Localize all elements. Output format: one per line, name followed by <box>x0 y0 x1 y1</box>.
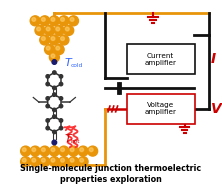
Circle shape <box>53 71 56 74</box>
Circle shape <box>70 148 74 152</box>
Circle shape <box>51 37 55 40</box>
Circle shape <box>40 16 50 26</box>
Circle shape <box>22 148 26 152</box>
Text: V: V <box>210 102 221 116</box>
Circle shape <box>46 126 50 130</box>
Circle shape <box>53 93 56 96</box>
FancyBboxPatch shape <box>127 44 195 74</box>
Circle shape <box>61 158 64 162</box>
Circle shape <box>46 119 50 122</box>
Circle shape <box>49 35 59 45</box>
Circle shape <box>30 16 40 26</box>
Circle shape <box>46 82 50 86</box>
Circle shape <box>42 158 45 162</box>
Circle shape <box>40 146 50 156</box>
Circle shape <box>78 157 88 167</box>
Circle shape <box>49 52 59 62</box>
Circle shape <box>30 146 40 156</box>
Circle shape <box>46 27 50 31</box>
Circle shape <box>37 27 40 31</box>
Circle shape <box>88 146 98 156</box>
Circle shape <box>22 158 26 162</box>
Circle shape <box>59 75 63 78</box>
Circle shape <box>80 158 84 162</box>
Circle shape <box>51 148 55 152</box>
Circle shape <box>64 26 74 35</box>
Circle shape <box>52 60 57 64</box>
Circle shape <box>32 158 36 162</box>
Circle shape <box>42 37 45 40</box>
Circle shape <box>49 157 59 167</box>
Circle shape <box>32 148 36 152</box>
Circle shape <box>42 148 45 152</box>
Text: $T$: $T$ <box>64 56 73 68</box>
Circle shape <box>59 82 63 86</box>
Text: $T$: $T$ <box>64 132 73 144</box>
Circle shape <box>65 27 69 31</box>
Text: I: I <box>210 52 216 66</box>
Circle shape <box>53 130 56 134</box>
Circle shape <box>61 18 64 21</box>
Circle shape <box>70 158 74 162</box>
Circle shape <box>45 26 55 35</box>
Circle shape <box>59 97 63 100</box>
Circle shape <box>59 157 69 167</box>
Circle shape <box>46 104 50 108</box>
Circle shape <box>54 26 64 35</box>
Circle shape <box>21 157 31 167</box>
Circle shape <box>59 35 69 45</box>
Circle shape <box>69 146 79 156</box>
Circle shape <box>46 46 50 50</box>
Circle shape <box>40 35 50 45</box>
Circle shape <box>69 16 79 26</box>
FancyBboxPatch shape <box>127 94 195 124</box>
Text: Current
amplifier: Current amplifier <box>145 53 177 66</box>
Circle shape <box>51 18 55 21</box>
Circle shape <box>46 97 50 100</box>
Circle shape <box>59 104 63 108</box>
Circle shape <box>61 37 64 40</box>
Text: Single-molecule junction thermoelectric
properties exploration: Single-molecule junction thermoelectric … <box>20 164 201 184</box>
Circle shape <box>49 146 59 156</box>
Circle shape <box>51 54 55 58</box>
Circle shape <box>56 46 60 50</box>
Text: cold: cold <box>71 63 83 68</box>
Circle shape <box>49 16 59 26</box>
Circle shape <box>53 86 56 90</box>
Circle shape <box>56 27 60 31</box>
Circle shape <box>30 157 40 167</box>
Circle shape <box>80 148 84 152</box>
Circle shape <box>69 157 79 167</box>
Circle shape <box>78 146 88 156</box>
Circle shape <box>54 45 64 55</box>
Circle shape <box>45 45 55 55</box>
Circle shape <box>59 16 69 26</box>
Circle shape <box>70 18 74 21</box>
Circle shape <box>53 108 56 112</box>
Circle shape <box>52 140 57 145</box>
Circle shape <box>40 157 50 167</box>
Circle shape <box>59 119 63 122</box>
Circle shape <box>59 126 63 130</box>
Text: hot: hot <box>71 139 80 144</box>
Circle shape <box>53 115 56 118</box>
Circle shape <box>21 146 31 156</box>
Circle shape <box>51 158 55 162</box>
Circle shape <box>42 18 45 21</box>
Circle shape <box>89 148 93 152</box>
Circle shape <box>61 148 64 152</box>
Text: Voltage
amplifier: Voltage amplifier <box>145 102 177 115</box>
Circle shape <box>32 18 36 21</box>
Circle shape <box>35 26 45 35</box>
Circle shape <box>59 146 69 156</box>
Circle shape <box>46 75 50 78</box>
